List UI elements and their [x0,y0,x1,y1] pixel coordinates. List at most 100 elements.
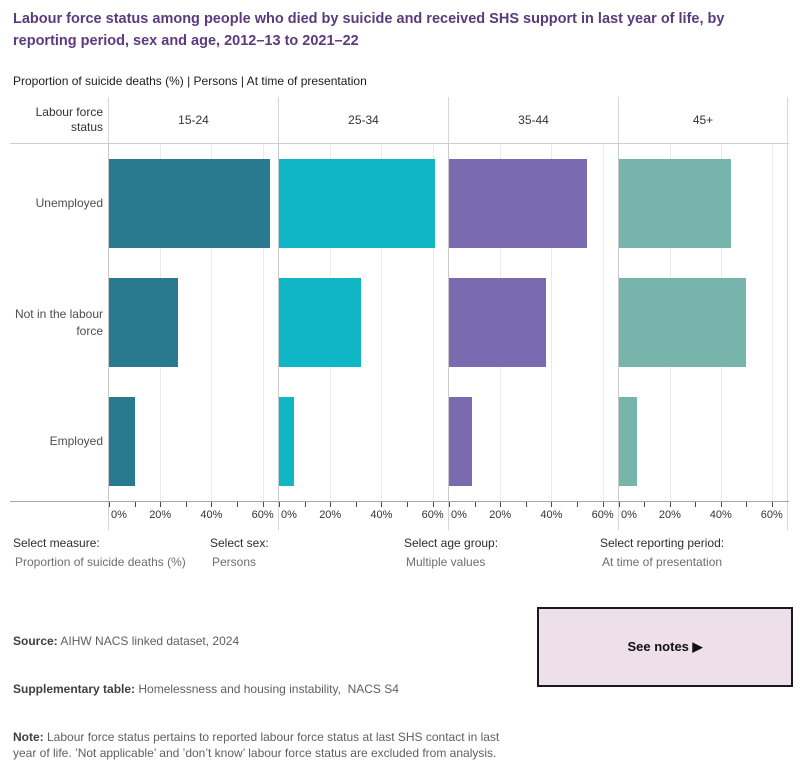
bar-not-in-the-labour-force-15-24[interactable] [109,278,179,367]
filter-reporting-period-label: Select reporting period: [600,536,725,550]
bar-not-in-the-labour-force-45[interactable] [619,278,747,367]
bar-unemployed-35-44[interactable] [449,159,588,248]
bar-band [109,144,278,263]
bar-band [619,382,787,501]
chart-panel-15-24 [108,144,278,501]
axis-tick [474,502,476,507]
axis-tick [746,502,748,507]
filter-reporting-period-value[interactable]: At time of presentation [602,555,723,569]
chart-panels [108,144,788,501]
x-axis-panel-45: 0% 20% 40% 60% [618,502,788,530]
gridline [432,144,434,501]
x-axis-panel-35-44: 0% 20% 40% 60% [448,502,618,530]
filter-measure: Select measure: Proportion of suicide de… [13,536,186,569]
filter-sex-value[interactable]: Persons [212,555,257,569]
filter-sex-label: Select sex: [210,536,269,550]
axis-tick [330,502,332,507]
row-label-unemployed: Unemployed [35,196,103,210]
category-axis-labels: Unemployed Not in the labour force Employe… [10,144,108,501]
axis-tick-label: 20% [489,509,512,521]
axis-tick-label: 60% [760,509,783,521]
axis-tick-label: 0% [281,509,297,521]
chart-panel-25-34 [278,144,448,501]
facet-corner-label: Labour force status [35,105,103,134]
faceted-bar-chart: Labour force status 15-24 25-34 35-44 45+ U… [10,97,789,530]
gridline [602,144,604,501]
x-axis: 0% 20% 40% 60% 0% 20% 40% 60% 0% 20% 40% 60% 0% 20% 40… [10,502,789,530]
axis-tick-label: 20% [319,509,342,521]
axis-tick [355,502,357,507]
axis-tick-label: 0% [451,509,467,521]
axis-tick [602,502,604,507]
axis-tick [644,502,646,507]
page-title: Labour force status among people who die… [13,11,725,49]
axis-tick-label: 40% [370,509,393,521]
axis-tick [720,502,722,507]
axis-tick [449,502,450,507]
x-axis-panel-15-24: 0% 20% 40% 60% [108,502,278,530]
bar-unemployed-45[interactable] [619,159,731,248]
axis-tick [185,502,187,507]
bar-unemployed-25-34[interactable] [279,159,436,248]
filter-reporting-period: Select reporting period: At time of pres… [600,536,724,569]
axis-tick [134,502,136,507]
axis-tick-label: 20% [149,509,172,521]
axis-tick [109,502,110,507]
axis-tick [695,502,697,507]
age-group-header-35-44: 35-44 [448,97,618,143]
bar-band [279,263,448,382]
supplementary-table-note: Supplementary table: Homelessness and ho… [13,682,399,696]
bar-not-in-the-labour-force-25-34[interactable] [279,278,361,367]
axis-tick [279,502,280,507]
bar-band [619,144,787,263]
axis-tick-label: 20% [658,509,681,521]
bar-employed-15-24[interactable] [109,397,135,486]
bar-unemployed-15-24[interactable] [109,159,271,248]
x-axis-panel-25-34: 0% 20% 40% 60% [278,502,448,530]
gridline [262,144,264,501]
chart-panel-45 [618,144,788,501]
filter-age-group-label: Select age group: [404,536,499,550]
axis-tick [381,502,383,507]
gridline [551,144,553,501]
bar-band [619,263,787,382]
age-group-headers: 15-24 25-34 35-44 45+ [108,97,788,143]
axis-tick [160,502,162,507]
filter-age-group-value[interactable]: Multiple values [406,555,486,569]
bar-not-in-the-labour-force-35-44[interactable] [449,278,547,367]
analysis-note: Note: Labour force status pertains to re… [13,730,503,760]
axis-tick [525,502,527,507]
bar-band [279,382,448,501]
chart-panel-35-44 [448,144,618,501]
axis-tick-label: 40% [540,509,563,521]
axis-tick [551,502,553,507]
filter-measure-value[interactable]: Proportion of suicide deaths (%) [15,555,186,569]
axis-tick [432,502,434,507]
axis-tick-label: 40% [200,509,223,521]
bar-employed-45[interactable] [619,397,637,486]
axis-tick [619,502,620,507]
axis-tick-label: 0% [621,509,637,521]
gridline [381,144,383,501]
plot-area: Unemployed Not in the labour force Employe… [10,144,789,502]
bar-band [109,263,278,382]
row-label-employed: Employed [49,434,103,448]
bar-employed-35-44[interactable] [449,397,473,486]
see-notes-button[interactable]: See notes ▶ [537,607,793,687]
footnotes: Source: AIHW NACS linked dataset, 2024 S… [13,601,515,777]
gridline [211,144,213,501]
panel-header-row: Labour force status 15-24 25-34 35-44 45+ [10,97,789,144]
axis-tick [500,502,502,507]
axis-tick [577,502,579,507]
filter-age-group: Select age group: Multiple values [404,536,498,569]
axis-tick-label: 40% [709,509,732,521]
x-axis-spacer [10,502,108,530]
row-label-not-in-the-labour-force: Not in the labour force [14,306,103,338]
bar-employed-25-34[interactable] [279,397,295,486]
axis-tick [211,502,213,507]
x-axis-panels: 0% 20% 40% 60% 0% 20% 40% 60% 0% 20% 40% 60% 0% 20% 40… [108,502,788,530]
axis-tick-label: 60% [251,509,274,521]
axis-tick [262,502,264,507]
bar-band [449,382,618,501]
bar-band [279,144,448,263]
